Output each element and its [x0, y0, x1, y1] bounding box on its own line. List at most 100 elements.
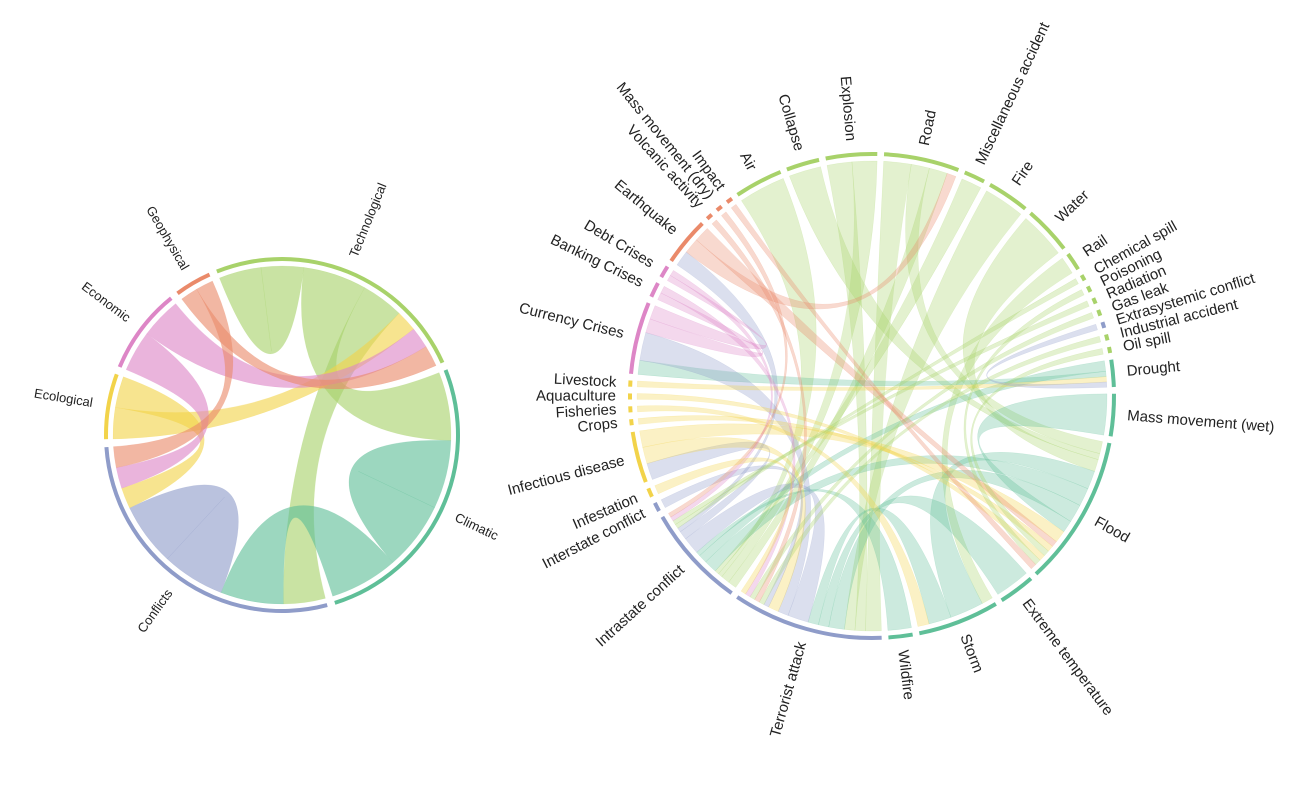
left-chord-diagram: Technological Climatic Conflicts Ecological… [33, 181, 501, 636]
ribbon-currency-crises-to-debt-crises [649, 275, 767, 350]
ribbon-miscellaneous-accident-to-intrastate-conflict [714, 178, 982, 575]
ribbon-aquaculture-to-flood [636, 393, 1045, 561]
group-arc-aquaculture [627, 393, 633, 400]
ribbon-poisoning-to-flood [963, 289, 1085, 565]
group-arc-oil-spill [1107, 346, 1113, 354]
group-arc-intrastate-conflict [660, 515, 733, 595]
ribbons [636, 160, 1108, 632]
ribbon-debt-crises-to-intrastate-conflict [669, 270, 773, 522]
ribbon-collapse-to-flood [789, 166, 1101, 460]
ribbon-explosion-to-intrastate-conflict [721, 160, 878, 583]
group-label-technological: Technological [346, 181, 389, 260]
ribbon-flood-to-intrastate-conflict [705, 455, 1089, 572]
ribbon-infectious-disease-to-terrorist-attack [642, 437, 806, 612]
ribbon-interstate-conflict-to-terrorist-attack [660, 465, 803, 608]
ribbon-infectious-disease-to-flood [639, 423, 1065, 542]
group-arc-debt-crises [659, 265, 670, 279]
group-label-ecological: Ecological [33, 386, 94, 410]
ribbon-gas-leak-to-terrorist-attack [749, 312, 1094, 600]
group-label-wildfire: Wildfire [894, 649, 917, 701]
ribbon-extrasystemic-conflict-to-drought [986, 323, 1108, 389]
ribbon-economic-to-technological [146, 303, 427, 388]
ribbon-storm-to-terrorist-attack [807, 507, 952, 626]
group-label-geophysical: Geophysical [143, 203, 192, 272]
group-arc-earthquake [669, 222, 704, 263]
ribbon-geophysical-to-conflicts [113, 280, 234, 468]
group-arc-currency-crises [629, 302, 651, 374]
group-arc-volcanic-activity [705, 213, 714, 221]
group-label-flood: Flood [1091, 513, 1132, 546]
group-label-crops: Crops [577, 415, 619, 436]
ribbon-road-to-terrorist-attack [865, 161, 912, 632]
group-label-aquaculture: Aquaculture [536, 387, 616, 404]
ribbon-terrorist-attack-to-intrastate-conflict [685, 483, 825, 623]
group-label-extreme-temperature: Extreme temperature [1019, 596, 1117, 719]
group-label-water: Water [1052, 187, 1092, 226]
group-arc-economic [117, 296, 173, 368]
group-label-explosion: Explosion [837, 75, 859, 141]
group-arc-impact [725, 197, 734, 204]
group-label-climatic: Climatic [453, 510, 502, 544]
ribbon-climatic-to-climatic [348, 440, 452, 563]
group-arc-wildfire [888, 632, 913, 640]
group-arc-explosion [825, 152, 878, 161]
group-arc-fire [989, 182, 1027, 211]
ribbon-road-to-intrastate-conflict [728, 167, 948, 588]
ribbon-fire-to-terrorist-attack [844, 190, 1022, 631]
group-arc-fisheries [628, 406, 633, 413]
ribbon-flood-to-mass-movement-wet [977, 393, 1108, 533]
ribbon-flood-to-storm [930, 452, 1095, 618]
group-label-conflicts: Conflicts [134, 586, 175, 636]
group-arc-radiation [1091, 297, 1098, 305]
ribbon-chemical-spill-to-intrastate-conflict [674, 278, 1079, 529]
group-arc-poisoning [1085, 285, 1093, 293]
group-label-fire: Fire [1009, 158, 1038, 189]
group-label-miscellaneous-accident: Miscellaneous accident [972, 19, 1053, 167]
ribbon-flood-to-terrorist-attack [828, 470, 1081, 630]
group-arc-livestock [628, 380, 633, 387]
group-label-economic: Economic [79, 279, 134, 326]
group-arc-crops [629, 418, 634, 426]
ribbon-earthquake-to-road [685, 173, 957, 310]
group-arc-infectious-disease [630, 431, 648, 483]
group-arc-gas-leak [1096, 309, 1103, 317]
group-arc-industrial-accident [1104, 333, 1110, 341]
ribbon-infestation-to-terrorist-attack [654, 457, 793, 595]
ribbon-banking-crises-to-terrorist-attack [660, 285, 796, 598]
group-arc-ecological [104, 373, 119, 440]
group-label-mass-movement-wet: Mass movement (wet) [1127, 407, 1275, 436]
ribbon-technological-to-technological [219, 265, 305, 355]
ribbon-intrastate-conflict-to-earthquake [676, 251, 778, 533]
group-arc-terrorist-attack [736, 595, 882, 640]
group-arc-geophysical [176, 272, 211, 295]
ribbon-air-to-intrastate-conflict [718, 178, 817, 578]
group-label-earthquake: Earthquake [611, 176, 681, 238]
group-label-fisheries: Fisheries [555, 401, 617, 421]
ribbon-extreme-temperature-to-terrorist-attack [818, 495, 1027, 628]
group-label-road: Road [916, 109, 940, 148]
ribbon-impact-to-flood [730, 204, 1037, 570]
ribbon-radiation-to-intrastate-conflict [672, 300, 1090, 525]
group-label-air: Air [736, 149, 760, 173]
ribbon-drought-to-currency-crises [637, 360, 1107, 387]
group-label-currency-crises: Currency Crises [517, 300, 625, 342]
ribbon-intrastate-conflict-to-infectious-disease [646, 441, 771, 540]
ribbon-earthquake-to-flood [696, 228, 1057, 547]
ribbon-livestock-to-drought [636, 376, 1107, 391]
ribbon-drought-to-intrastate-conflict [699, 360, 1106, 563]
ribbon-volcanic-activity-to-terrorist-attack [711, 219, 807, 603]
right-chord-diagram: Air Collapse Explosion Road Miscellaneous ac… [506, 19, 1275, 739]
group-arc-banking-crises [649, 282, 660, 298]
group-arc-infestation [646, 487, 654, 498]
ribbon-rail-to-storm [941, 257, 1073, 604]
group-arc-mass-movement-dry [715, 204, 723, 212]
group-arc-extreme-temperature [1000, 576, 1033, 603]
group-arc-drought [1109, 359, 1116, 388]
ribbon-climatic-to-conflicts [220, 505, 394, 605]
group-arc-miscellaneous-accident [963, 170, 985, 184]
group-label-intrastate-conflict: Intrastate conflict [593, 561, 689, 650]
ribbon-industrial-accident-to-terrorist-attack [758, 335, 1102, 605]
ribbon-explosion-to-terrorist-attack [826, 161, 868, 632]
group-arc-storm [918, 602, 997, 636]
